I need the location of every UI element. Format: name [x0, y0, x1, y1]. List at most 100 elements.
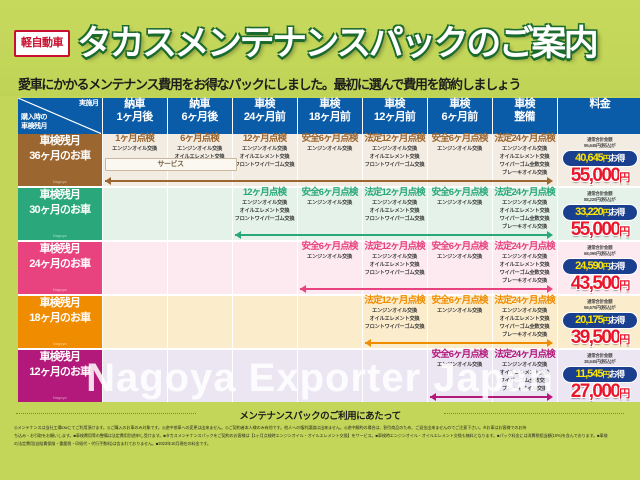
- cell-r2-c2: [231, 241, 297, 296]
- col-header-4: 車検 12ヶ月前: [361, 98, 427, 134]
- cell-items: エンジンオイル交換: [437, 200, 482, 207]
- row-label-3: 車検残月 18ヶ月のお車 Nagoya: [18, 295, 102, 350]
- savings-suffix: お得: [609, 260, 625, 271]
- cell-title: 安全6ヶ月点検: [431, 187, 489, 198]
- row-label-watermark: Nagoya: [52, 286, 67, 292]
- row-label-2: 車検残月 24ヶ月のお車 Nagoya: [18, 241, 102, 296]
- cell-items: エンジンオイル交換 オイルエレメント交換 フロントワイパーゴム交換: [364, 146, 425, 169]
- cell-r2-c1: [166, 241, 232, 296]
- pack-price-yen: 円: [619, 279, 630, 292]
- savings-amount: 24,590: [575, 259, 604, 272]
- cell-r2-c0: [101, 241, 167, 296]
- pack-price-value: 55,000: [570, 164, 621, 186]
- cell-items: エンジンオイル交換: [437, 254, 482, 261]
- pack-price-value: 39,500: [570, 326, 621, 348]
- cell-r3-c4: 法定12ヶ月点検 エンジンオイル交換 オイルエレメント交換 フロントワイパーゴム交換: [361, 295, 553, 350]
- cell-items: エンジンオイル交換: [437, 308, 482, 315]
- price-cell-2: 通常合計金額 68,090円(税込)が 24,590円お得 43,500円: [556, 241, 640, 296]
- arrow-tip-left: [429, 393, 436, 401]
- normal-price: 通常合計金額 88,220円(税込)が: [558, 188, 640, 203]
- cell-title: 法定24ヶ月点検: [494, 187, 555, 198]
- arrow-line: [234, 234, 547, 236]
- pack-table-wrap: 実施月 購入時の 車検残月 納車 1ヶ月後 納車 6ヶ月後 車検 24ヶ月前: [18, 98, 640, 404]
- cell-r1-c4: 法定12ヶ月点検 エンジンオイル交換 オイルエレメント交換 フロントワイパーゴム交換: [361, 187, 427, 242]
- cell-r0-c2: 12ヶ月点検エンジンオイル交換 オイルエレメント交換 フロントワイパーゴム交換: [231, 133, 297, 188]
- normal-price-label: 通常合計金額: [587, 245, 613, 250]
- cell-title: 6ヶ月点検: [180, 133, 220, 144]
- cell-items: エンジンオイル交換 オイルエレメント交換 ワイパーゴム全数交換 ブレーキオイル交換: [499, 254, 550, 284]
- coverage-arrow: [364, 339, 553, 347]
- table-row: 車検残月 36ヶ月のお車 Nagoya 1ヶ月点検 エンジンオイル交換 サービス 6ヶ月点検…: [18, 133, 640, 188]
- cell-items: エンジンオイル交換 オイルエレメント交換 ワイパーゴム全数交換 ブレーキオイル交換: [499, 200, 550, 230]
- row-label-line1: 車検残月: [39, 297, 81, 309]
- cell-title: 法定12ヶ月点検: [364, 295, 425, 306]
- pack-price: 55,000円: [558, 220, 640, 239]
- savings-amount: 20,175: [575, 313, 604, 326]
- col-header-price: 料金: [556, 98, 640, 134]
- cell-title: 安全6ヶ月点検: [301, 241, 359, 252]
- normal-price: 通常合計金額 38,545円(税込)が: [558, 350, 640, 365]
- pack-price-value: 55,000: [570, 218, 621, 240]
- cell-title: 法定24ヶ月点検: [494, 349, 555, 360]
- row-label-0: 車検残月 36ヶ月のお車 Nagoya: [18, 134, 102, 188]
- cell-r4-c1: [166, 349, 232, 404]
- col-header-3: 車検 18ヶ月前: [296, 98, 362, 134]
- arrow-tip-right: [546, 339, 553, 347]
- cell-r1-c5: 安全6ヶ月点検エンジンオイル交換: [426, 187, 492, 242]
- arrow-line: [429, 396, 547, 398]
- savings-yen: 円: [602, 153, 610, 163]
- cell-title: 12ヶ月点検: [242, 133, 287, 144]
- table-row: 車検残月 24ヶ月のお車 Nagoya 安全6ヶ月点検 エンジンオイル交換 法定12ヶ月点…: [18, 241, 640, 296]
- page-subtitle: 愛車にかかるメンテナンス費用をお得なパックにしました。最初に選んで費用を節約しま…: [18, 77, 522, 92]
- cell-title: 法定24ヶ月点検: [494, 133, 555, 144]
- cell-items: エンジンオイル交換 オイルエレメント交換 フロントワイパーゴム交換: [234, 146, 295, 169]
- cell-items: エンジンオイル交換: [112, 146, 157, 153]
- cell-title: 法定12ヶ月点検: [364, 187, 425, 198]
- price-cell-4: 通常合計金額 38,545円(税込)が 11,545円お得 27,000円: [556, 349, 640, 404]
- cell-r2-c3: 安全6ヶ月点検エンジンオイル交換: [296, 241, 553, 296]
- row-label-4: 車検残月 12ヶ月のお車 Nagoya: [18, 349, 102, 404]
- kei-car-badge: 軽自動車: [14, 30, 70, 57]
- normal-price-value: 59,675円(税込)が: [583, 304, 616, 310]
- pack-table: 実施月 購入時の 車検残月 納車 1ヶ月後 納車 6ヶ月後 車検 24ヶ月前: [18, 98, 640, 404]
- cell-r2-c5: 安全6ヶ月点検 エンジンオイル交換: [426, 241, 492, 296]
- savings-yen: 円: [602, 207, 610, 217]
- row-label-watermark: Nagoya: [52, 232, 67, 238]
- savings-amount: 33,220: [575, 205, 604, 218]
- coverage-arrow: [234, 231, 553, 239]
- savings-suffix: お得: [609, 152, 625, 163]
- cell-r4-c0: [101, 349, 167, 404]
- normal-price-value: 88,220円(税込)が: [583, 196, 616, 202]
- pack-price: 39,500円: [558, 328, 640, 347]
- normal-price-label: 通常合計金額: [587, 353, 613, 358]
- cell-items: エンジンオイル交換: [437, 146, 482, 153]
- cell-items: エンジンオイル交換 オイルエレメント交換 フロントワイパーゴム交換: [364, 254, 425, 277]
- cell-r1-c2: 12ヶ月点検エンジンオイル交換 オイルエレメント交換 フロントワイパーゴム交換: [231, 187, 553, 242]
- normal-price-value: 95,645円(税込)が: [583, 142, 616, 148]
- cell-items: エンジンオイル交換: [437, 362, 482, 369]
- header-corner-implementation-month: 実施月: [79, 100, 99, 107]
- cell-items: エンジンオイル交換: [307, 200, 352, 207]
- col-header-1: 納車 6ヶ月後: [166, 98, 232, 134]
- cell-items: エンジンオイル交換 オイルエレメント交換 フロントワイパーゴム交換: [234, 200, 295, 223]
- savings-yen: 円: [602, 315, 610, 325]
- savings-suffix: お得: [609, 314, 625, 325]
- price-cell-0: 通常合計金額 95,645円(税込)が 40,645円お得 55,000円: [556, 134, 640, 188]
- arrow-tip-right: [546, 231, 553, 239]
- cell-r3-c6: 法定24ヶ月点検 エンジンオイル交換 オイルエレメント交換 ワイパーゴム全数交換 ブレー…: [491, 295, 557, 350]
- arrow-line: [299, 288, 547, 290]
- coverage-arrow: [104, 177, 553, 185]
- cell-title: 12ヶ月点検: [242, 187, 287, 198]
- arrow-tip-left: [234, 231, 241, 239]
- savings-amount: 40,645: [575, 151, 604, 164]
- pack-price-yen: 円: [619, 387, 630, 400]
- savings-badge: 40,645円お得: [561, 149, 638, 167]
- cell-items: エンジンオイル交換 オイルエレメント交換 ワイパーゴム全数交換 ブレーキオイル交換: [499, 362, 550, 392]
- pack-price: 27,000円: [558, 382, 640, 401]
- cell-r4-c3: [296, 349, 362, 404]
- arrow-tip-left: [104, 177, 111, 185]
- price-cell-1: 通常合計金額 88,220円(税込)が 33,220円お得 55,000円: [556, 187, 640, 242]
- table-row: 車検残月 18ヶ月のお車 Nagoya 法定12ヶ月点検 エンジンオイル交換 オイルエレメ…: [18, 295, 640, 350]
- cell-r3-c5: 安全6ヶ月点検 エンジンオイル交換: [426, 295, 492, 350]
- footer-fineprint: ◎メンテナンスは当社工場towにてご利用頂けます。◎ご購入のお車のみ対象です。◎…: [14, 424, 626, 448]
